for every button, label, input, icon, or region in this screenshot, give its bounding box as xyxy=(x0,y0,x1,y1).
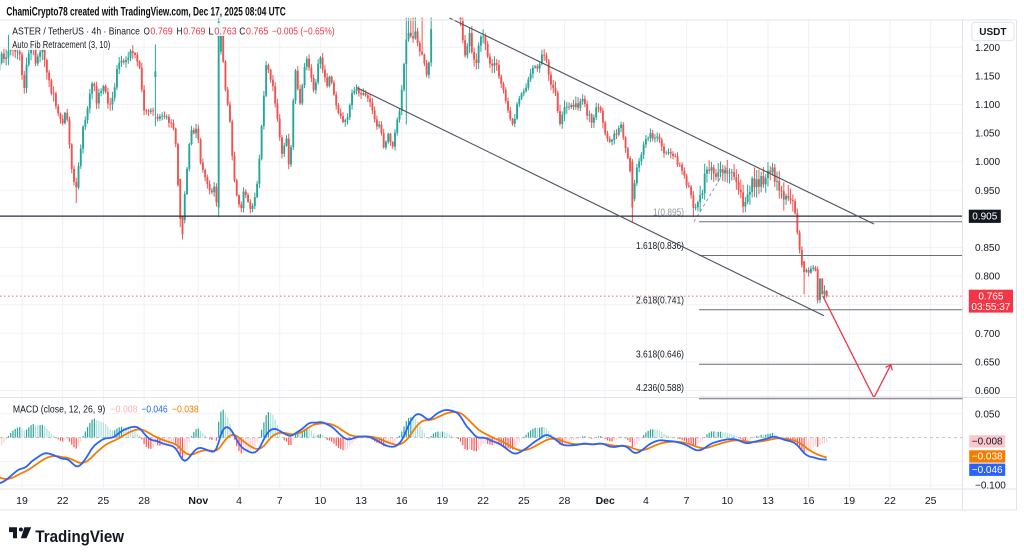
svg-text:3.618(0.646): 3.618(0.646) xyxy=(636,350,684,361)
svg-text:−0.008: −0.008 xyxy=(111,405,138,416)
svg-text:−0.038: −0.038 xyxy=(172,405,199,416)
svg-text:4: 4 xyxy=(236,495,242,507)
svg-text:0.600: 0.600 xyxy=(975,386,1000,397)
svg-text:1.000: 1.000 xyxy=(975,157,1000,168)
svg-text:1.150: 1.150 xyxy=(975,71,1000,82)
svg-text:H: H xyxy=(176,26,182,37)
svg-text:1.200: 1.200 xyxy=(975,43,1000,54)
svg-text:16: 16 xyxy=(803,495,815,507)
svg-text:0.765: 0.765 xyxy=(246,26,269,37)
svg-text:1.618(0.836): 1.618(0.836) xyxy=(636,241,684,252)
svg-text:7: 7 xyxy=(684,495,690,507)
svg-text:−0.100: −0.100 xyxy=(975,481,1006,492)
svg-text:0.050: 0.050 xyxy=(975,409,1000,420)
svg-text:−0.038: −0.038 xyxy=(972,452,1003,463)
svg-text:4: 4 xyxy=(643,495,649,507)
svg-text:USDT: USDT xyxy=(979,27,1006,38)
svg-text:C: C xyxy=(239,26,245,37)
svg-text:7: 7 xyxy=(277,495,283,507)
svg-text:22: 22 xyxy=(884,495,896,507)
svg-text:0.769: 0.769 xyxy=(183,26,206,37)
svg-text:19: 19 xyxy=(843,495,855,507)
svg-text:25: 25 xyxy=(98,495,110,507)
svg-text:−0.046: −0.046 xyxy=(972,465,1003,476)
svg-text:25: 25 xyxy=(518,495,530,507)
svg-text:19: 19 xyxy=(437,495,449,507)
svg-text:−0.046: −0.046 xyxy=(141,405,168,416)
svg-text:28: 28 xyxy=(138,495,150,507)
svg-text:0.800: 0.800 xyxy=(975,272,1000,283)
svg-text:0.763: 0.763 xyxy=(214,26,237,37)
svg-text:TradingView: TradingView xyxy=(35,528,124,546)
svg-text:28: 28 xyxy=(559,495,571,507)
svg-text:0.905: 0.905 xyxy=(972,212,997,223)
svg-text:2.618(0.741): 2.618(0.741) xyxy=(636,295,684,306)
svg-text:L: L xyxy=(208,26,214,37)
svg-text:−0.005 (−0.65%): −0.005 (−0.65%) xyxy=(272,26,335,37)
svg-text:22: 22 xyxy=(57,495,69,507)
svg-text:1(0.895): 1(0.895) xyxy=(653,207,684,218)
svg-text:4.236(0.588): 4.236(0.588) xyxy=(636,383,684,394)
svg-text:03:55:37: 03:55:37 xyxy=(971,302,1010,313)
svg-text:22: 22 xyxy=(477,495,489,507)
svg-text:0.769: 0.769 xyxy=(150,26,173,37)
svg-text:0.650: 0.650 xyxy=(975,357,1000,368)
svg-text:1.100: 1.100 xyxy=(975,100,1000,111)
svg-text:16: 16 xyxy=(396,495,408,507)
svg-text:1.050: 1.050 xyxy=(975,129,1000,140)
svg-text:13: 13 xyxy=(355,495,367,507)
svg-text:19: 19 xyxy=(16,495,28,507)
svg-text:10: 10 xyxy=(315,495,327,507)
svg-text:Nov: Nov xyxy=(188,495,208,507)
svg-text:0.850: 0.850 xyxy=(975,243,1000,254)
svg-text:Auto Fib Retracement (3, 10): Auto Fib Retracement (3, 10) xyxy=(12,40,110,51)
svg-text:13: 13 xyxy=(762,495,774,507)
svg-text:0.765: 0.765 xyxy=(978,292,1003,303)
svg-text:O: O xyxy=(144,26,150,37)
svg-text:0.950: 0.950 xyxy=(975,186,1000,197)
svg-text:10: 10 xyxy=(721,495,733,507)
svg-text:MACD (close, 12, 26, 9): MACD (close, 12, 26, 9) xyxy=(13,405,105,416)
svg-text:−0.008: −0.008 xyxy=(972,437,1003,448)
svg-text:Dec: Dec xyxy=(596,495,615,507)
svg-text:ASTER / TetherUS · 4h · Binanc: ASTER / TetherUS · 4h · Binance xyxy=(12,26,140,37)
svg-text:25: 25 xyxy=(925,495,937,507)
svg-text:0.700: 0.700 xyxy=(975,329,1000,340)
svg-text:ChamiCrypto78 created with Tra: ChamiCrypto78 created with TradingView.c… xyxy=(6,7,285,19)
